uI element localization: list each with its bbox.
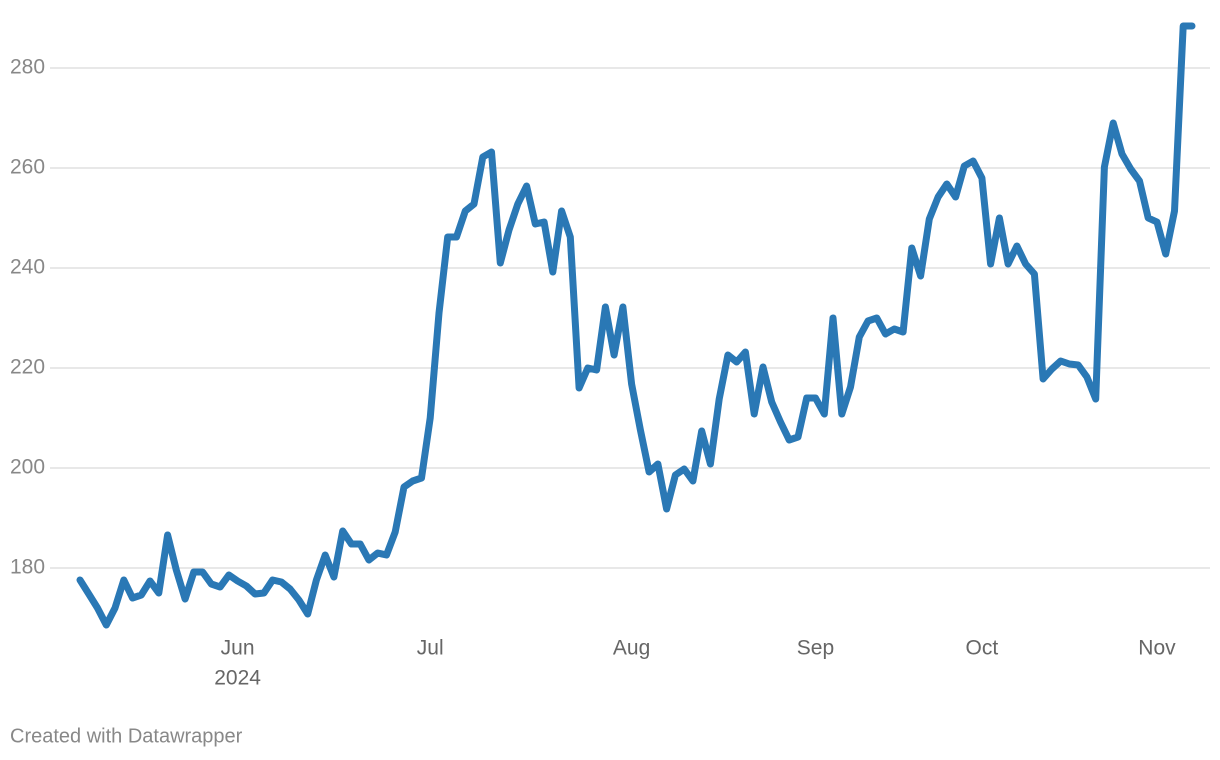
line [76, 22, 1196, 629]
y-tick-label: 240 [10, 256, 45, 279]
footer: Created with Datawrapper [10, 725, 243, 747]
y-tick-label: 220 [10, 356, 45, 379]
x-tick-label: Jun [221, 637, 255, 660]
y-tick-label: 280 [10, 56, 45, 79]
x-tick-label: Nov [1138, 637, 1176, 660]
y-tick-label: 180 [10, 556, 45, 579]
x-tick-label: Aug [613, 637, 650, 660]
x-tick-label: Sep [797, 637, 834, 660]
x-year-label: 2024 [214, 667, 261, 690]
x-tick-label: Oct [966, 637, 999, 660]
y-tick-label: 260 [10, 156, 45, 179]
x-tick-label: Jul [417, 637, 444, 660]
y-tick-label: 200 [10, 456, 45, 479]
